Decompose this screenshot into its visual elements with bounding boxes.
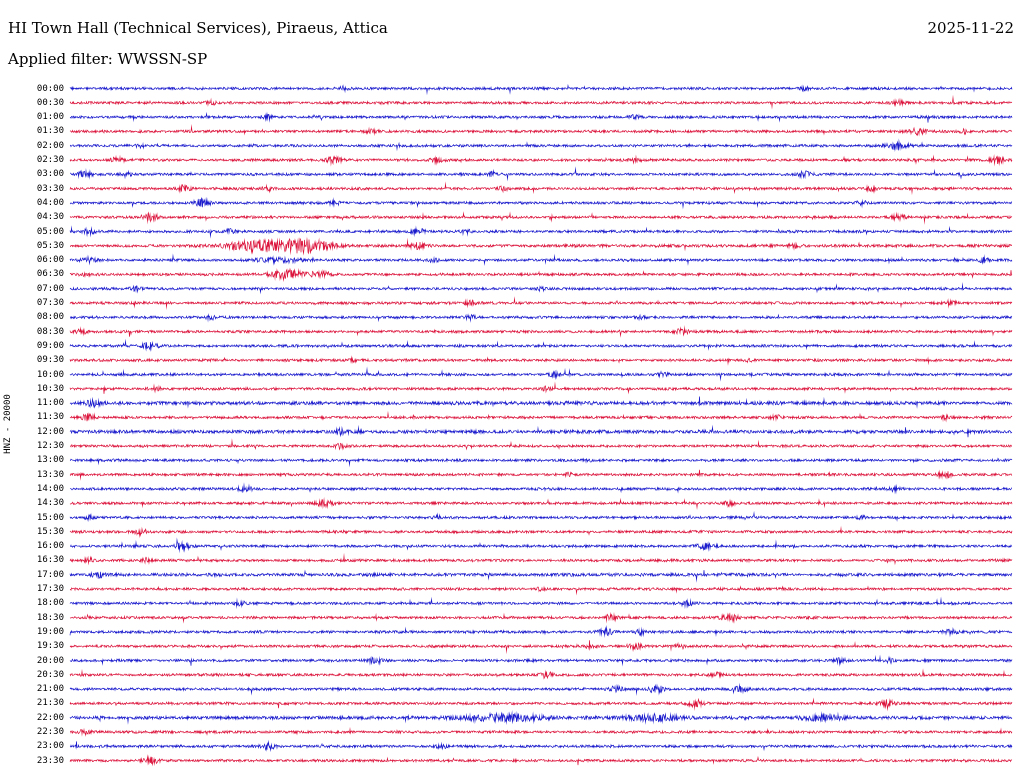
trace-time-label: 03:00 (36, 169, 64, 180)
trace-time-label: 07:00 (36, 283, 64, 294)
trace-time-label: 14:30 (36, 498, 64, 509)
trace-time-label: 12:30 (36, 441, 64, 451)
trace-time-label: 11:30 (36, 412, 64, 423)
trace-time-label: 09:30 (36, 355, 64, 366)
trace-time-label: 16:30 (36, 555, 64, 566)
trace-time-label: 17:00 (36, 569, 64, 580)
trace-time-label: 09:00 (36, 340, 64, 351)
trace-time-label: 04:30 (36, 212, 64, 223)
trace-time-label: 15:30 (36, 526, 64, 537)
trace-time-label: 21:00 (36, 684, 64, 695)
trace-time-label: 10:30 (36, 383, 64, 394)
trace-time-label: 18:00 (36, 598, 64, 609)
trace-time-label: 13:30 (36, 469, 64, 480)
trace-time-label: 16:00 (36, 541, 64, 552)
trace-time-label: 18:30 (36, 612, 64, 623)
trace-time-label: 02:00 (36, 140, 64, 151)
trace-time-label: 00:00 (36, 83, 64, 94)
trace-time-label: 00:30 (36, 97, 64, 108)
trace-time-label: 01:30 (36, 126, 64, 137)
trace-time-label: 05:30 (36, 240, 64, 251)
trace-time-label: 08:30 (36, 326, 64, 337)
trace-time-label: 20:30 (36, 669, 64, 680)
trace-time-label: 22:00 (36, 712, 64, 723)
trace-time-label: 07:30 (36, 298, 64, 308)
trace-time-label: 14:00 (36, 483, 64, 494)
trace-time-label: 04:00 (36, 197, 64, 208)
trace-time-label: 08:00 (36, 312, 64, 323)
trace-time-label: 17:30 (36, 584, 64, 594)
trace-time-label: 06:00 (36, 255, 64, 266)
trace-time-label: 01:00 (36, 112, 64, 123)
trace-time-label: 19:30 (36, 641, 64, 652)
trace-time-label: 06:30 (36, 269, 64, 280)
trace-time-label: 05:00 (36, 226, 64, 237)
trace-time-label: 20:00 (36, 655, 64, 666)
trace-time-label: 23:30 (36, 755, 64, 766)
trace-time-label: 19:00 (36, 626, 64, 637)
trace-time-label: 11:00 (36, 398, 64, 409)
trace-time-label: 15:00 (36, 512, 64, 523)
trace-time-label: 13:00 (36, 455, 64, 466)
trace-time-label: 10:00 (36, 369, 64, 380)
trace-time-label: 02:30 (36, 155, 64, 165)
trace-time-label: 22:30 (36, 727, 64, 737)
trace-time-label: 23:00 (36, 741, 64, 752)
trace-time-label: 12:00 (36, 426, 64, 437)
trace-time-label: 03:30 (36, 183, 64, 194)
trace-time-label: 21:30 (36, 698, 64, 709)
